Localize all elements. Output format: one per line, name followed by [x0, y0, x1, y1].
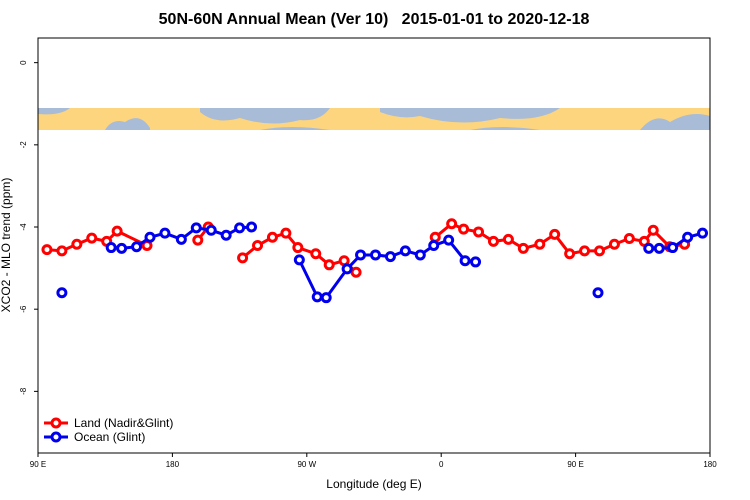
data-point: [246, 221, 258, 233]
data-point: [292, 242, 304, 254]
x-tick-label: 180: [166, 460, 180, 469]
x-tick-label: 90 E: [30, 460, 46, 469]
data-point: [534, 238, 546, 250]
data-point: [593, 245, 605, 257]
data-point: [653, 242, 665, 254]
data-point: [428, 240, 440, 251]
data-point: [86, 232, 98, 244]
x-tick-label: 90 E: [567, 460, 583, 469]
chart-title: 50N-60N Annual Mean (Ver 10) 2015-01-01 …: [159, 11, 590, 28]
data-point: [487, 235, 499, 247]
data-point: [549, 228, 561, 240]
data-point: [643, 242, 655, 254]
data-point: [323, 259, 335, 271]
data-point: [399, 245, 411, 257]
legend-label: Ocean (Glint): [74, 430, 145, 444]
y-tick-label: -2: [19, 141, 28, 149]
legend-label: Land (Nadir&Glint): [74, 416, 173, 430]
data-point: [443, 234, 455, 246]
data-point: [608, 238, 620, 250]
data-point: [697, 227, 709, 239]
plot-frame: [37, 37, 711, 454]
x-tick-label: 0: [439, 460, 444, 469]
data-point: [131, 241, 143, 253]
data-point: [502, 233, 514, 245]
y-tick-label: -4: [19, 223, 28, 231]
data-point: [234, 222, 246, 234]
data-point: [311, 291, 323, 303]
data-point: [105, 242, 117, 254]
data-point: [470, 256, 482, 268]
y-axis-label: XCO2 - MLO trend (ppm): [0, 178, 13, 313]
data-point: [579, 245, 591, 257]
data-point: [144, 231, 156, 243]
data-point: [458, 223, 470, 235]
data-point: [116, 242, 128, 254]
map-strip: [38, 108, 710, 130]
data-point: [220, 229, 232, 241]
data-point: [266, 231, 278, 243]
y-tick-label: 0: [19, 60, 28, 65]
legend-marker: [50, 417, 62, 429]
data-point: [369, 249, 381, 261]
data-point: [414, 249, 426, 261]
x-axis-label: Longitude (deg E): [326, 477, 421, 491]
data-point: [564, 248, 576, 260]
data-point: [205, 224, 217, 236]
data-point: [667, 242, 679, 254]
data-point: [384, 251, 396, 263]
x-tick-label: 90 W: [297, 460, 316, 469]
data-point: [310, 248, 322, 260]
y-tick-label: -6: [19, 305, 28, 313]
data-point: [41, 244, 53, 256]
x-tick-label: 180: [703, 460, 717, 469]
data-point: [56, 287, 68, 299]
data-point: [446, 218, 458, 230]
data-point: [237, 252, 249, 264]
data-point: [623, 233, 635, 245]
data-point: [517, 242, 529, 254]
data-point: [280, 227, 292, 239]
data-point: [350, 266, 362, 278]
data-point: [320, 292, 332, 304]
data-point: [192, 234, 204, 246]
data-point: [190, 222, 202, 234]
data-point: [459, 255, 471, 267]
y-tick-label: -8: [19, 387, 28, 395]
data-point: [682, 231, 694, 243]
data-point: [429, 231, 441, 243]
data-point: [473, 226, 485, 238]
data-point: [592, 287, 604, 299]
data-point: [159, 227, 171, 239]
data-point: [111, 225, 123, 237]
data-point: [252, 240, 264, 251]
data-point: [355, 249, 367, 261]
data-point: [647, 224, 659, 236]
data-point: [175, 233, 187, 245]
data-point: [56, 245, 68, 257]
data-point: [71, 238, 83, 250]
data-point: [293, 254, 305, 266]
data-point: [341, 263, 353, 275]
legend-marker: [50, 431, 62, 443]
